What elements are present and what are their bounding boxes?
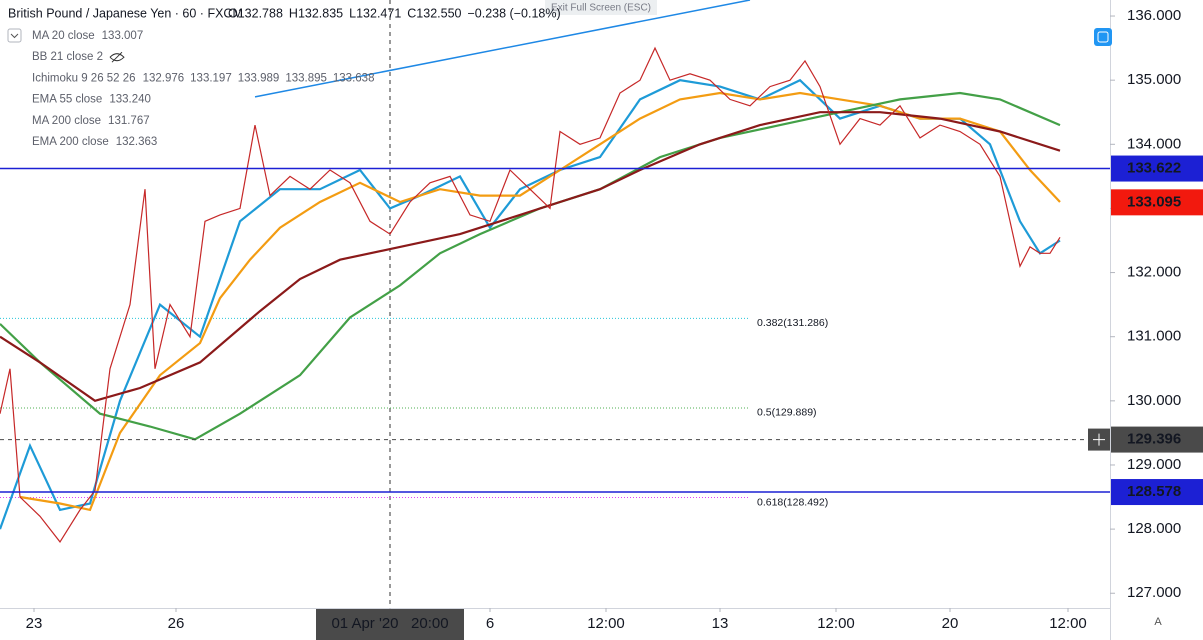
x-tick-label: 13	[712, 615, 729, 632]
fib-label: 0.618(128.492)	[757, 496, 828, 508]
legend-value: 133.197	[190, 72, 232, 84]
legend-value: 133.007	[102, 30, 144, 42]
series-line	[0, 91, 1061, 441]
x-tick-label: 12:00	[817, 615, 855, 632]
fib-label: 0.5(129.889)	[757, 407, 817, 419]
ohlc-value: −0.238 (−0.18%)	[468, 6, 561, 20]
crosshair-icon	[1093, 433, 1105, 446]
legend-value: 132.976	[143, 72, 185, 84]
y-tick-label: 127.000	[1127, 584, 1181, 601]
y-tick-label: 134.000	[1127, 135, 1181, 152]
y-tick-label: 136.000	[1127, 7, 1181, 24]
symbol-title: British Pound / Japanese Yen · 60 · FXCM	[8, 6, 243, 20]
collapse-icon	[10, 33, 19, 39]
x-tick-label: 12:00	[1049, 615, 1087, 632]
auto-scale-button[interactable]: A	[1154, 616, 1162, 628]
ohlc-value: O132.788	[228, 6, 283, 20]
y-tick-label: 130.000	[1127, 392, 1181, 409]
y-tick-label: 129.000	[1127, 456, 1181, 473]
price-badge-label: 133.622	[1127, 160, 1181, 177]
ohlc-value: L132.471	[349, 6, 401, 20]
x-tick-label: 20	[942, 615, 959, 632]
plot-area: 0.382(131.286) 0.5(129.889) 0.618(128.492)	[0, 0, 1110, 608]
price-badge	[1111, 479, 1203, 506]
x-tick-label: 01 Apr '20 20:00	[331, 615, 448, 632]
visibility-icon	[109, 51, 125, 63]
y-tick-label: 135.000	[1127, 71, 1181, 88]
y-tick-label: 128.000	[1127, 520, 1181, 537]
trendline	[254, 0, 751, 98]
legend-value: 131.767	[108, 115, 150, 127]
panel-icon	[1097, 31, 1109, 43]
legend-name: EMA 55 close	[32, 94, 102, 106]
x-tick-label: 6	[486, 615, 494, 632]
crosshair-time-badge	[316, 609, 464, 640]
y-tick-label: 131.000	[1127, 328, 1181, 345]
legend-value: 133.989	[238, 72, 280, 84]
fib-label: 0.382(131.286)	[757, 317, 828, 329]
x-tick-label: 26	[168, 615, 185, 632]
legend-name: MA 200 close	[32, 115, 101, 127]
legend-name: BB 21 close 2	[32, 51, 103, 63]
x-tick-label: 23	[26, 615, 43, 632]
series-line	[19, 91, 1061, 512]
price-badge-label: 133.095	[1127, 193, 1181, 210]
legend-name: EMA 200 close	[32, 136, 109, 148]
overlay: Exit Full Screen (ESC) British Pound / J…	[7, 0, 1162, 628]
legend-name: Ichimoku 9 26 52 26	[32, 72, 136, 84]
price-badge	[1111, 426, 1203, 453]
exit-button-bg[interactable]	[545, 0, 657, 15]
ohlc-value: H132.835	[289, 6, 343, 20]
series-line	[0, 111, 1061, 403]
collapse-button[interactable]	[7, 28, 22, 43]
legend-value: 133.638	[333, 72, 375, 84]
panel-button[interactable]	[1094, 28, 1112, 46]
y-tick-label: 132.000	[1127, 264, 1181, 281]
legend-name: MA 20 close	[32, 30, 95, 42]
series-line	[0, 46, 1061, 543]
legend-value: 133.240	[109, 94, 151, 106]
legend-value: 133.895	[285, 72, 327, 84]
price-badge-label: 128.578	[1127, 483, 1181, 500]
price-badge	[1111, 155, 1203, 182]
ohlc-value: C132.550	[407, 6, 461, 20]
legend-value: 132.363	[116, 136, 158, 148]
x-tick-label: 12:00	[587, 615, 625, 632]
exit-button[interactable]: Exit Full Screen (ESC)	[551, 3, 651, 14]
price-badge	[1111, 189, 1203, 216]
price-badge-label: 129.396	[1127, 431, 1181, 448]
